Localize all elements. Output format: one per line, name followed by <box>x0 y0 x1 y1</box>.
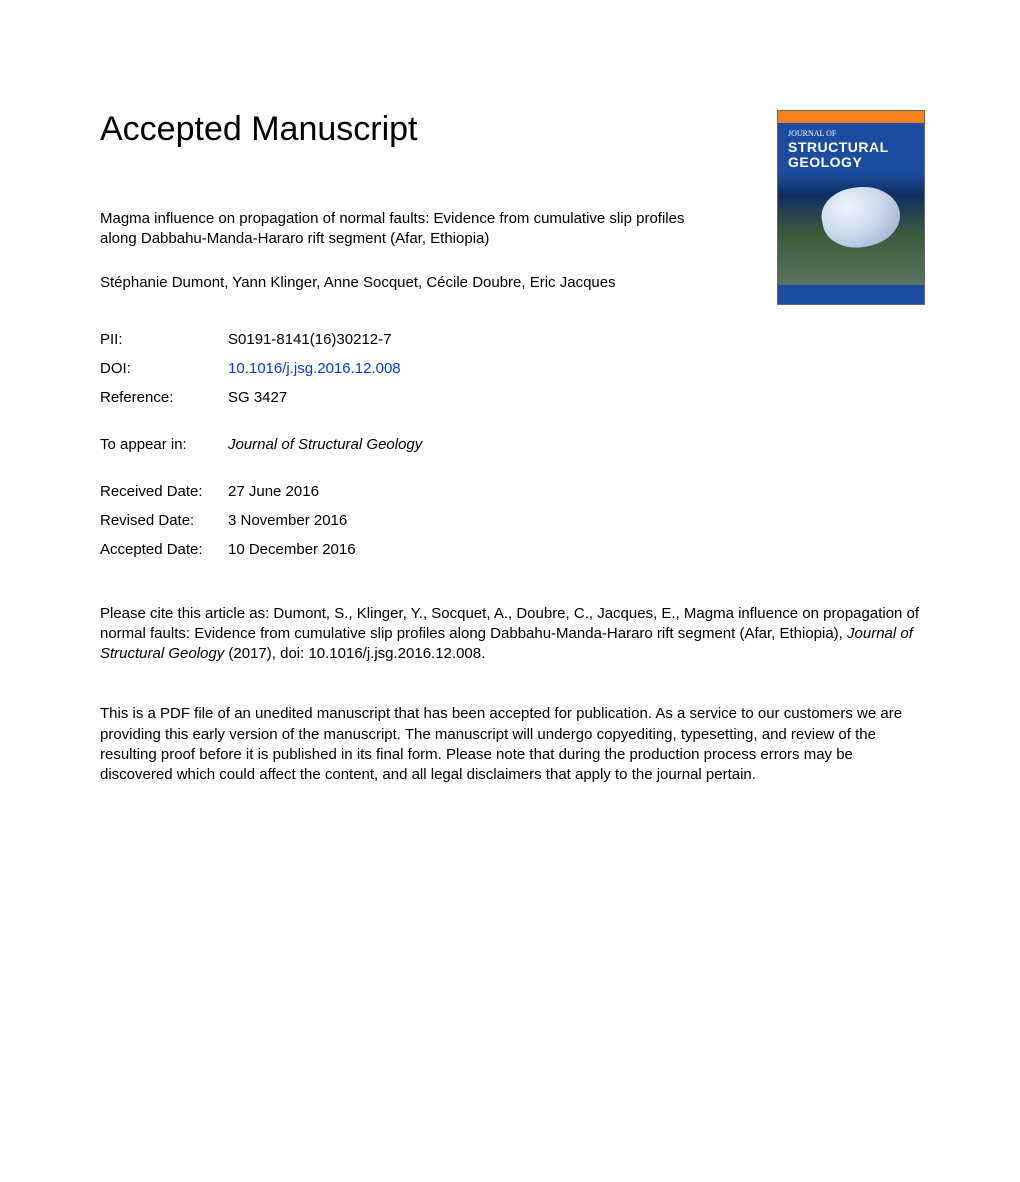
meta-value-doi: 10.1016/j.jsg.2016.12.008 <box>228 360 401 377</box>
article-title: Magma influence on propagation of normal… <box>100 209 710 250</box>
cover-image-area <box>778 173 924 285</box>
metadata-table: PII: S0191-8141(16)30212-7 DOI: 10.1016/… <box>100 331 920 558</box>
meta-row-revised: Revised Date: 3 November 2016 <box>100 512 920 529</box>
meta-label-accepted: Accepted Date: <box>100 541 228 558</box>
meta-row-accepted: Accepted Date: 10 December 2016 <box>100 541 920 558</box>
meta-row-appear: To appear in: Journal of Structural Geol… <box>100 436 920 453</box>
meta-value-revised: 3 November 2016 <box>228 512 347 529</box>
spacer <box>100 418 920 436</box>
meta-value-appear: Journal of Structural Geology <box>228 436 422 453</box>
meta-label-pii: PII: <box>100 331 228 348</box>
meta-label-doi: DOI: <box>100 360 228 377</box>
cover-journal-name: STRUCTURAL GEOLOGY <box>778 140 924 173</box>
meta-label-received: Received Date: <box>100 483 228 500</box>
journal-cover-thumbnail: JOURNAL OF STRUCTURAL GEOLOGY <box>777 110 925 305</box>
meta-value-accepted: 10 December 2016 <box>228 541 356 558</box>
meta-value-reference: SG 3427 <box>228 389 287 406</box>
meta-row-pii: PII: S0191-8141(16)30212-7 <box>100 331 920 348</box>
doi-link[interactable]: 10.1016/j.jsg.2016.12.008 <box>228 360 401 377</box>
citation-suffix: (2017), doi: 10.1016/j.jsg.2016.12.008. <box>224 645 485 662</box>
citation-prefix: Please cite this article as: Dumont, S.,… <box>100 605 919 642</box>
page-container: JOURNAL OF STRUCTURAL GEOLOGY Accepted M… <box>0 0 1020 845</box>
spacer <box>100 465 920 483</box>
meta-label-revised: Revised Date: <box>100 512 228 529</box>
meta-label-reference: Reference: <box>100 389 228 406</box>
meta-value-pii: S0191-8141(16)30212-7 <box>228 331 391 348</box>
cover-name-line1: STRUCTURAL <box>788 139 889 155</box>
cover-image-blob <box>817 181 904 254</box>
cover-accent-bar <box>778 111 924 123</box>
cover-journal-of: JOURNAL OF <box>778 123 924 140</box>
cover-name-line2: GEOLOGY <box>788 154 862 170</box>
meta-value-received: 27 June 2016 <box>228 483 319 500</box>
disclaimer-text: This is a PDF file of an unedited manusc… <box>100 704 920 785</box>
citation-block: Please cite this article as: Dumont, S.,… <box>100 604 920 665</box>
meta-row-doi: DOI: 10.1016/j.jsg.2016.12.008 <box>100 360 920 377</box>
meta-row-received: Received Date: 27 June 2016 <box>100 483 920 500</box>
spacer <box>100 570 920 604</box>
meta-row-reference: Reference: SG 3427 <box>100 389 920 406</box>
meta-label-appear: To appear in: <box>100 436 228 453</box>
